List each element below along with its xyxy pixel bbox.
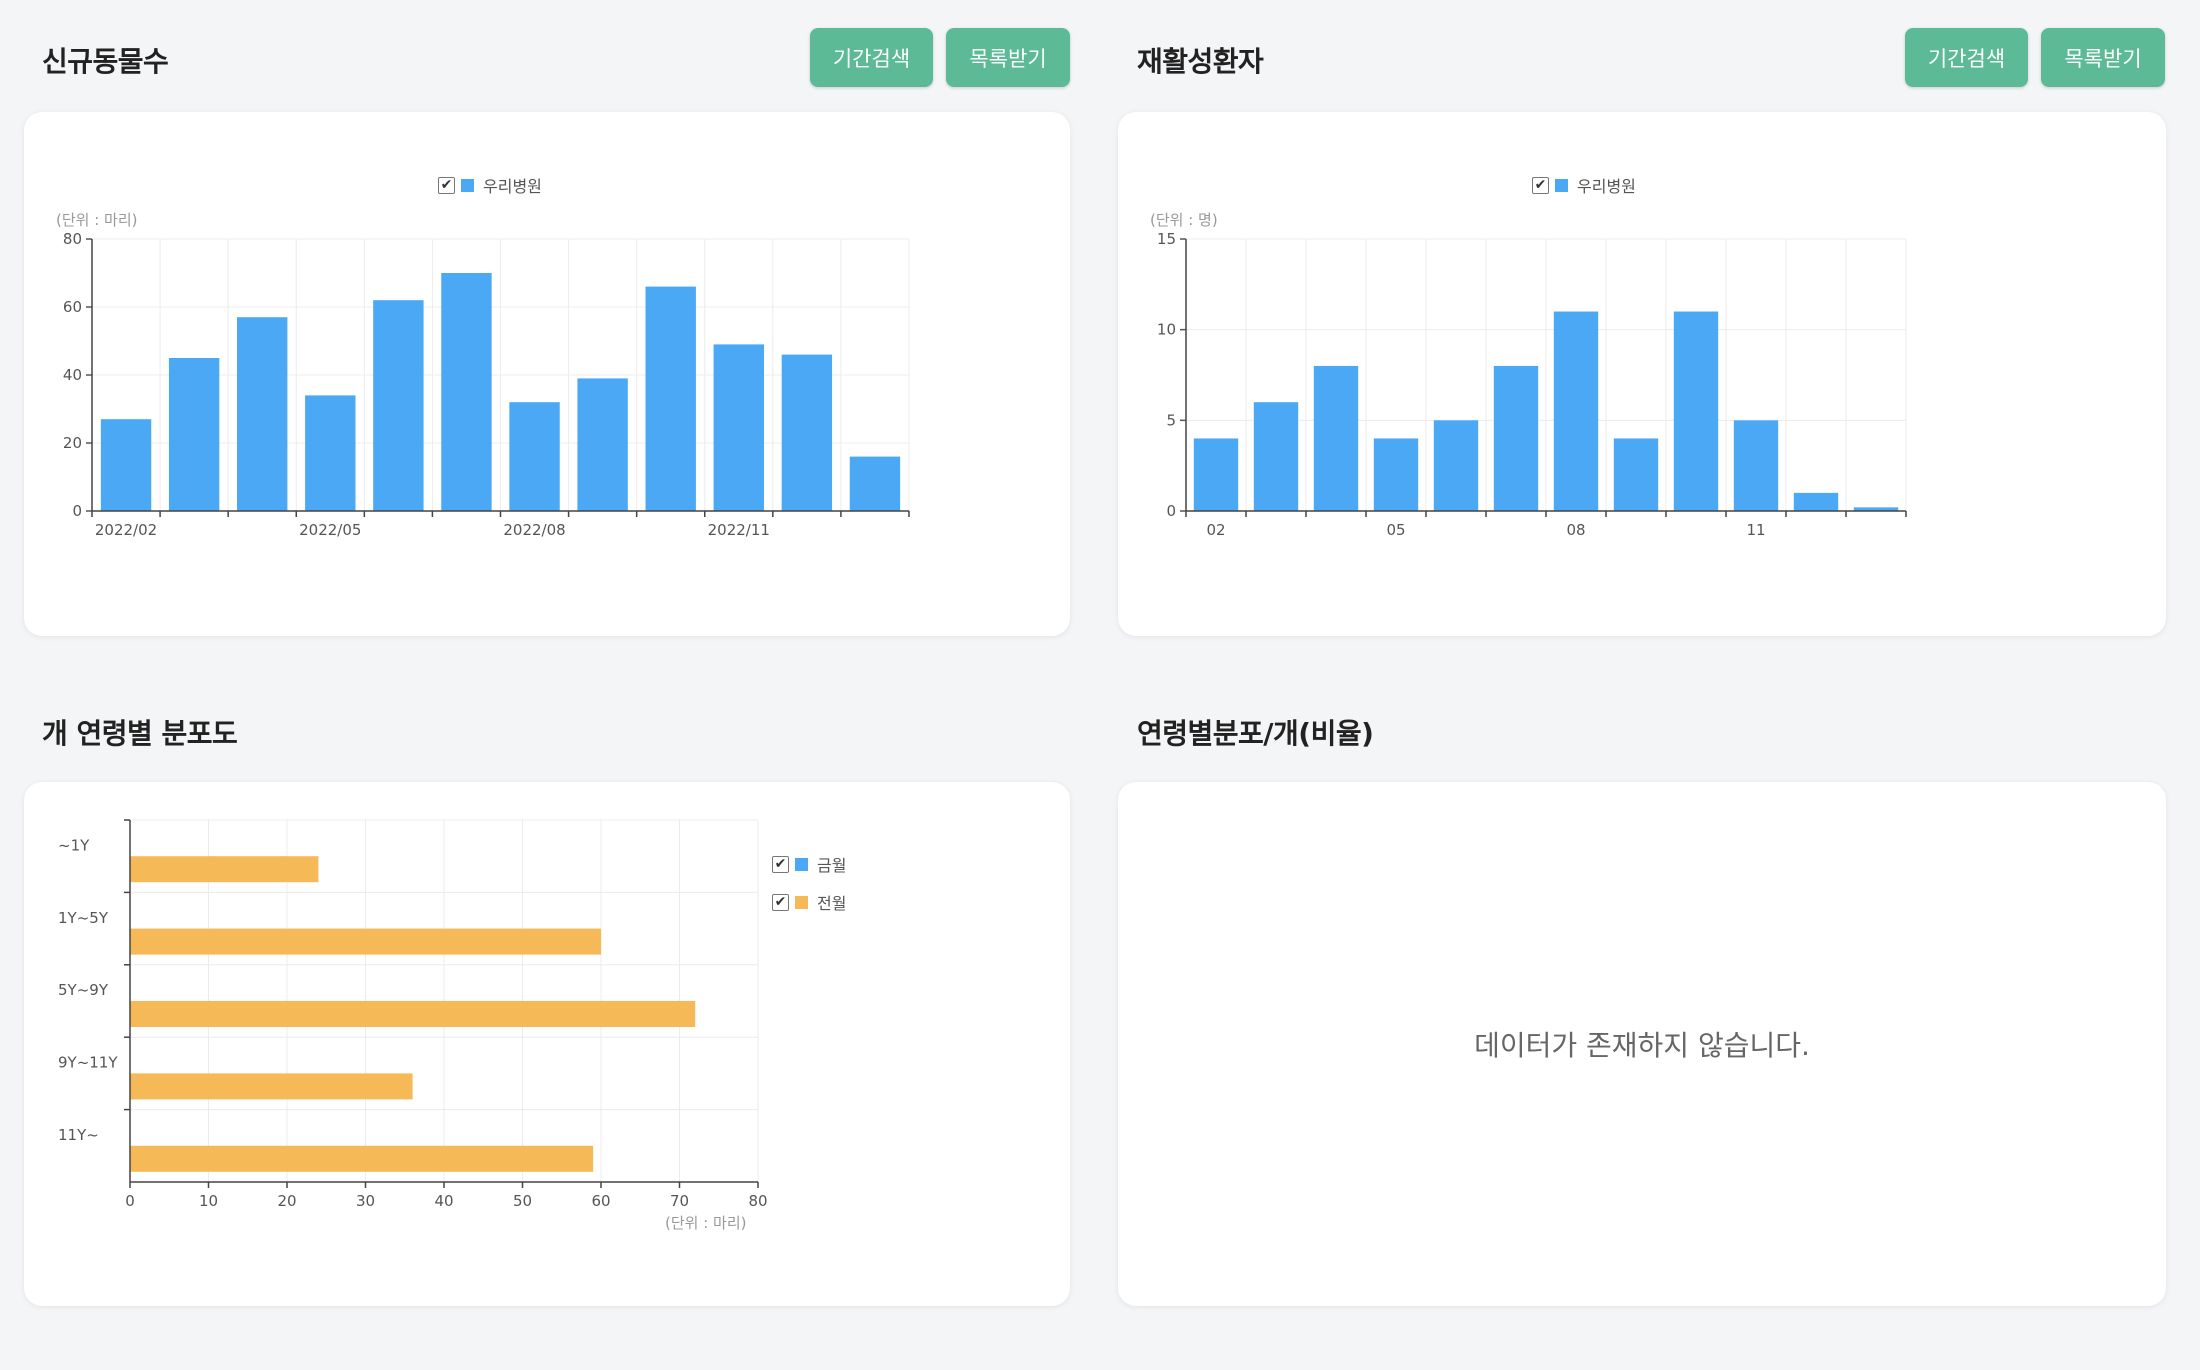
bar	[1793, 492, 1839, 511]
bar	[237, 317, 288, 511]
age-distribution-chart-card: ✔ 금월 ✔ 전월 (단위 : 마리) ~1Y 1Y~5Y 5Y~9Y 9Y~11Y 1…	[24, 782, 1070, 1306]
checkbox-icon[interactable]: ✔	[1532, 176, 1549, 194]
bar	[1673, 311, 1719, 511]
legend-this-month[interactable]: ✔ 금월	[772, 852, 846, 876]
legend-label: 금월	[817, 856, 847, 875]
bar	[130, 1145, 594, 1172]
x-tick-label: 05	[1386, 521, 1405, 539]
bar	[130, 928, 601, 955]
x-tick-label: 0	[125, 1192, 135, 1210]
bar	[781, 354, 833, 511]
bar	[645, 286, 696, 511]
legend-last-month[interactable]: ✔ 전월	[772, 890, 846, 914]
y-tick-label: 20	[63, 434, 82, 452]
x-tick-label: 60	[591, 1192, 610, 1210]
x-tick-label: 02	[1206, 521, 1225, 539]
x-tick-label: 2022/08	[503, 521, 565, 539]
new-animals-chart-card: ✔ 우리병원 (단위 : 마리) 0 20 40 60 80 2022/02 2022/05…	[24, 112, 1070, 636]
legend-label: 우리병원	[1577, 177, 1636, 196]
bar	[168, 358, 220, 511]
bar	[577, 378, 628, 511]
legend-label: 전월	[817, 894, 847, 913]
bar	[849, 456, 901, 511]
bar	[1313, 365, 1359, 511]
x-tick-label: 30	[356, 1192, 375, 1210]
y-tick-label: 1Y~5Y	[58, 909, 109, 927]
y-tick-label: 40	[63, 366, 82, 384]
age-ratio-title: 연령별분포/개(비율)	[1137, 717, 1374, 750]
x-tick-label: 40	[434, 1192, 453, 1210]
legend-swatch	[1555, 178, 1568, 192]
age-distribution-bar-chart: ~1Y 1Y~5Y 5Y~9Y 9Y~11Y 11Y~ 0 10 20 30 40 50 60 70 80	[58, 819, 768, 1210]
legend-swatch	[461, 178, 474, 192]
bar	[100, 419, 152, 511]
y-tick-label: 60	[63, 298, 82, 316]
rehab-patients-title: 재활성환자	[1137, 45, 1264, 78]
y-tick-label: 9Y~11Y	[58, 1054, 118, 1072]
rehab-search-button[interactable]: 기간검색	[1905, 28, 2028, 87]
bar	[1733, 420, 1779, 511]
age-ratio-card: 데이터가 존재하지 않습니다.	[1118, 782, 2166, 1306]
bar	[1253, 402, 1299, 511]
bar	[1493, 365, 1539, 511]
rehab-unit-label: (단위 : 명)	[1150, 211, 1218, 229]
y-tick-label: 15	[1157, 230, 1176, 248]
new-animals-title: 신규동물수	[42, 45, 169, 78]
new-animals-search-button[interactable]: 기간검색	[810, 28, 933, 87]
bar	[1433, 420, 1479, 511]
bar	[305, 395, 356, 511]
empty-message: 데이터가 존재하지 않습니다.	[1474, 1029, 1810, 1062]
checkbox-icon[interactable]: ✔	[772, 855, 789, 873]
rehab-download-button[interactable]: 목록받기	[2041, 28, 2165, 87]
legend-swatch	[795, 895, 808, 909]
bar	[1193, 438, 1239, 511]
new-animals-bar-chart: 0 20 40 60 80 2022/02 2022/05 2022/08 2022/11	[63, 230, 910, 539]
bar	[1553, 311, 1599, 511]
bar	[713, 344, 764, 511]
y-tick-label: 5	[1166, 411, 1176, 429]
y-tick-label: 5Y~9Y	[58, 981, 109, 999]
bar	[130, 1001, 696, 1027]
y-tick-label: 10	[1157, 321, 1176, 339]
checkbox-icon[interactable]: ✔	[438, 176, 455, 194]
bar	[1373, 438, 1419, 511]
rehab-patients-chart-card: ✔ 우리병원 (단위 : 명) 0 5 10 15 02 05 08 11	[1118, 112, 2166, 636]
bar	[130, 856, 319, 883]
rehab-legend[interactable]: ✔ 우리병원	[1532, 173, 1636, 197]
x-tick-label: 10	[199, 1192, 218, 1210]
x-tick-label: 11	[1746, 521, 1765, 539]
x-tick-label: 50	[513, 1192, 532, 1210]
x-tick-label: 2022/05	[299, 521, 361, 539]
x-tick-label: 20	[277, 1192, 296, 1210]
age-distribution-title: 개 연령별 분포도	[42, 717, 238, 750]
y-tick-label: 0	[72, 502, 82, 520]
legend-swatch	[795, 857, 808, 871]
legend-label: 우리병원	[483, 177, 542, 196]
x-tick-label: 70	[670, 1192, 689, 1210]
x-tick-label: 80	[748, 1192, 767, 1210]
bar	[509, 402, 560, 511]
new-animals-legend[interactable]: ✔ 우리병원	[438, 173, 542, 197]
y-tick-label: 0	[1166, 502, 1176, 520]
y-tick-label: 11Y~	[58, 1126, 99, 1144]
new-animals-download-button[interactable]: 목록받기	[946, 28, 1070, 87]
bar	[373, 300, 424, 511]
y-tick-label: 80	[63, 230, 82, 248]
new-animals-unit-label: (단위 : 마리)	[56, 211, 138, 229]
age-distribution-unit-label: (단위 : 마리)	[665, 1214, 747, 1232]
bar	[130, 1073, 413, 1100]
x-tick-label: 2022/02	[95, 521, 157, 539]
x-tick-label: 08	[1566, 521, 1585, 539]
y-tick-label: ~1Y	[58, 836, 90, 854]
bar	[1853, 507, 1899, 511]
x-tick-label: 2022/11	[708, 521, 770, 539]
bar	[441, 273, 492, 511]
bar	[1613, 438, 1659, 511]
checkbox-icon[interactable]: ✔	[772, 893, 789, 911]
